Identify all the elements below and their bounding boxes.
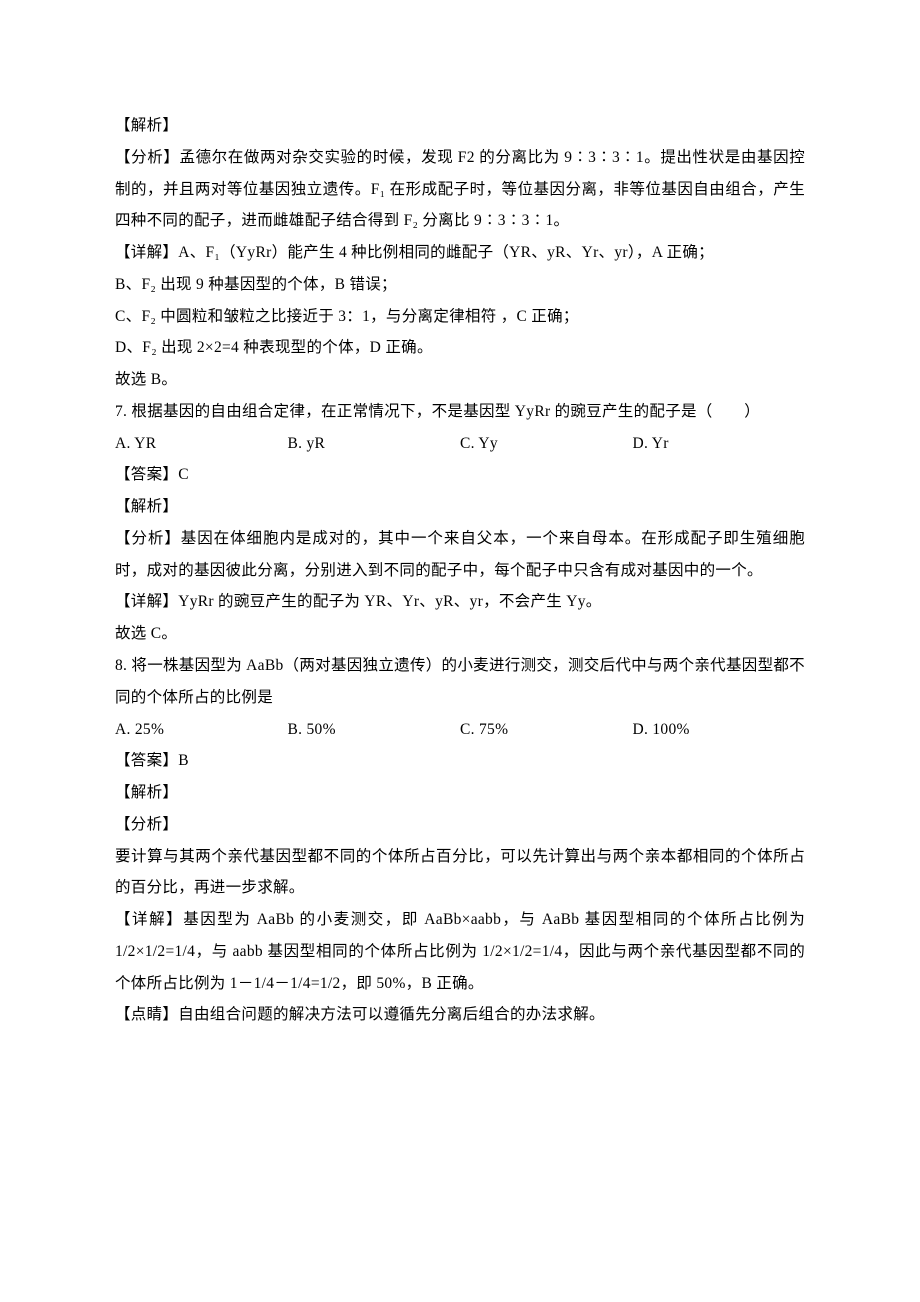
q7-analysis: 【分析】基因在体细胞内是成对的，其中一个来自父本，一个来自母本。在形成配子即生殖… [115,523,805,587]
q7-pick: 故选 C。 [115,618,805,650]
q8-analysis-label: 【分析】 [115,809,805,841]
q6-analysis: 【分析】孟德尔在做两对杂交实验的时候，发现 F2 的分离比为 9∶3∶3∶1。提… [115,142,805,237]
q7-stem: 7. 根据基因的自由组合定律，在正常情况下，不是基因型 YyRr 的豌豆产生的配… [115,396,805,428]
detail-text: 基因型为 AaBb 的小麦测交，即 AaBb×aabb，与 AaBb 基因型相同… [115,911,805,992]
q8-opt-b: B. 50% [288,714,461,746]
q6-pick: 故选 B。 [115,364,805,396]
q7-opt-c: C. Yy [460,428,633,460]
q6-detail-b: B、F₂ 出现 9 种基因型的个体，B 错误； [115,269,805,301]
q7-answer: 【答案】C [115,459,805,491]
q6-detail-a: 【详解】A、F₁（YyRr）能产生 4 种比例相同的雌配子（YR、yR、Yr、y… [115,237,805,269]
q8-opt-c: C. 75% [460,714,633,746]
analysis-text: 基因在体细胞内是成对的，其中一个来自父本，一个来自母本。在形成配子即生殖细胞时，… [115,530,805,579]
tip-text: 自由组合问题的解决方法可以遵循先分离后组合的办法求解。 [178,1006,605,1023]
analysis-label: 【分析】 [115,530,181,547]
document-page: 【解析】 【分析】孟德尔在做两对杂交实验的时候，发现 F2 的分离比为 9∶3∶… [0,0,920,1091]
q8-options: A. 25% B. 50% C. 75% D. 100% [115,714,805,746]
analysis-text: 孟德尔在做两对杂交实验的时候，发现 F2 的分离比为 9∶3∶3∶1。提出性状是… [115,149,805,230]
detail-text-a: A、F₁（YyRr）能产生 4 种比例相同的雌配子（YR、yR、Yr、yr），A… [178,244,714,261]
q8-analysis-text: 要计算与其两个亲代基因型都不同的个体所占百分比，可以先计算出与两个亲本都相同的个… [115,841,805,905]
q7-detail: 【详解】YyRr 的豌豆产生的配子为 YR、Yr、yR、yr，不会产生 Yy。 [115,586,805,618]
q8-opt-d: D. 100% [633,714,806,746]
q6-parse-tag: 【解析】 [115,110,805,142]
q7-opt-a: A. YR [115,428,288,460]
analysis-label: 【分析】 [115,149,179,166]
detail-text: YyRr 的豌豆产生的配子为 YR、Yr、yR、yr，不会产生 Yy。 [178,593,601,610]
q7-parse-tag: 【解析】 [115,491,805,523]
q7-opt-b: B. yR [288,428,461,460]
detail-label: 【详解】 [115,244,178,261]
q7-options: A. YR B. yR C. Yy D. Yr [115,428,805,460]
q6-detail-d: D、F₂ 出现 2×2=4 种表现型的个体，D 正确。 [115,332,805,364]
detail-label: 【详解】 [115,593,178,610]
q8-tip: 【点睛】自由组合问题的解决方法可以遵循先分离后组合的办法求解。 [115,999,805,1031]
q8-stem: 8. 将一株基因型为 AaBb（两对基因独立遗传）的小麦进行测交，测交后代中与两… [115,650,805,714]
tip-label: 【点睛】 [115,1006,178,1023]
q8-opt-a: A. 25% [115,714,288,746]
q8-answer: 【答案】B [115,745,805,777]
q8-parse-tag: 【解析】 [115,777,805,809]
q7-opt-d: D. Yr [633,428,806,460]
q8-detail: 【详解】基因型为 AaBb 的小麦测交，即 AaBb×aabb，与 AaBb 基… [115,904,805,999]
detail-label: 【详解】 [115,911,183,928]
q6-detail-c: C、F₂ 中圆粒和皱粒之比接近于 3：1，与分离定律相符 ，C 正确； [115,301,805,333]
